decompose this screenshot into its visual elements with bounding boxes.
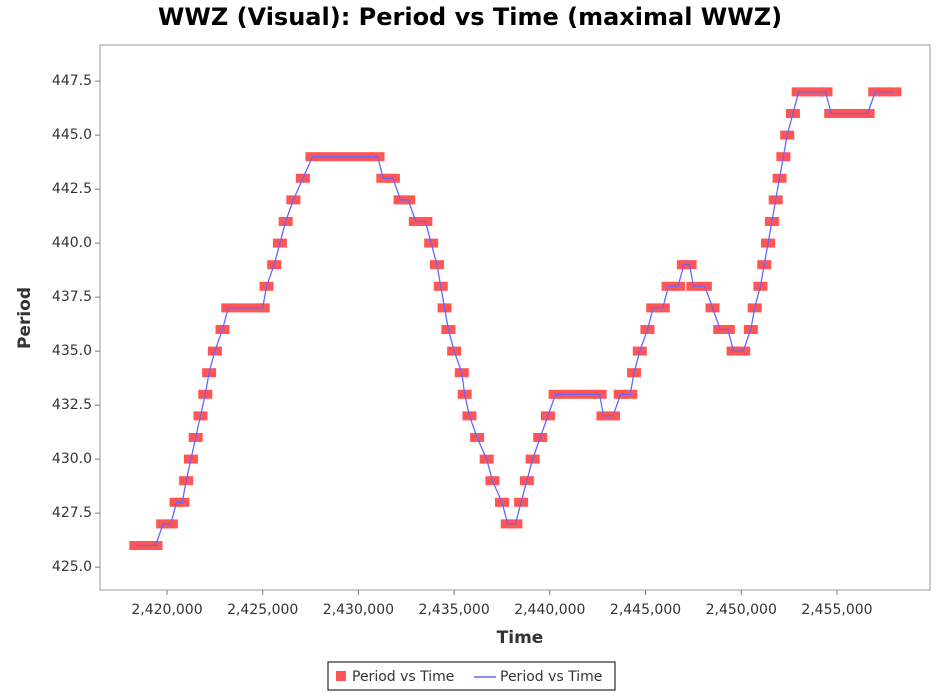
legend-label: Period vs Time xyxy=(352,669,454,685)
legend-swatch xyxy=(336,671,346,681)
y-tick-label: 447.5 xyxy=(52,73,92,89)
x-tick-label: 2,440,000 xyxy=(514,602,585,618)
y-tick-label: 440.0 xyxy=(52,235,92,251)
y-tick-label: 437.5 xyxy=(52,289,92,305)
y-tick-label: 435.0 xyxy=(52,343,92,359)
y-axis-label: Period xyxy=(15,287,35,349)
x-tick-label: 2,430,000 xyxy=(323,602,394,618)
x-tick-label: 2,425,000 xyxy=(227,602,298,618)
y-tick-label: 430.0 xyxy=(52,451,92,467)
y-tick-label: 432.5 xyxy=(52,397,92,413)
y-tick-label: 425.0 xyxy=(52,559,92,575)
chart-title: WWZ (Visual): Period vs Time (maximal WW… xyxy=(158,3,782,31)
y-tick-label: 445.0 xyxy=(52,127,92,143)
x-tick-label: 2,420,000 xyxy=(131,602,202,618)
y-tick-label: 427.5 xyxy=(52,505,92,521)
x-tick-label: 2,455,000 xyxy=(801,602,872,618)
x-tick-label: 2,450,000 xyxy=(706,602,777,618)
x-axis-label: Time xyxy=(497,628,544,648)
plot-area xyxy=(99,44,931,591)
x-tick-label: 2,435,000 xyxy=(418,602,489,618)
series-line xyxy=(136,91,895,547)
legend-label: Period vs Time xyxy=(500,669,602,685)
x-tick-label: 2,445,000 xyxy=(610,602,681,618)
legend xyxy=(327,661,616,691)
y-tick-label: 442.5 xyxy=(52,181,92,197)
